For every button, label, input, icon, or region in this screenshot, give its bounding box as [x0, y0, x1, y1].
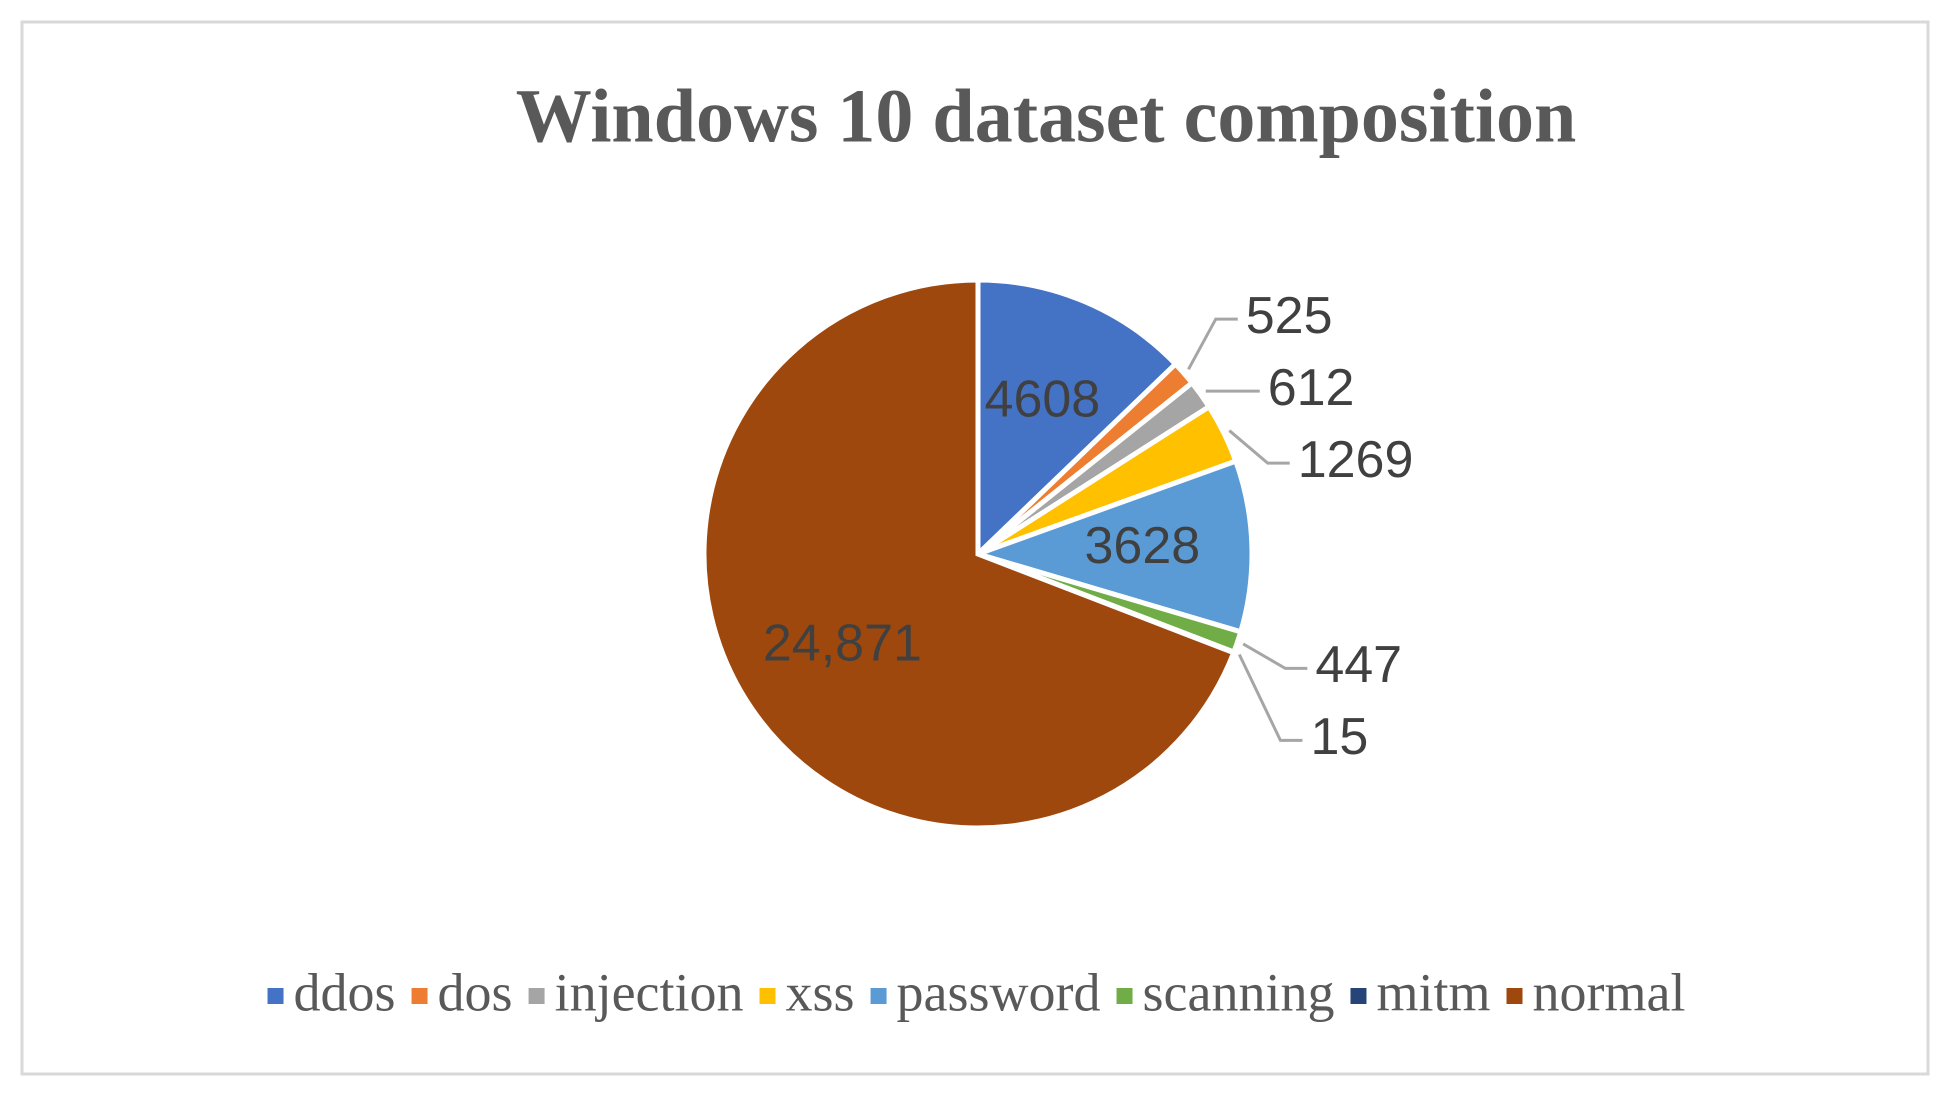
- legend-label: scanning: [1143, 962, 1335, 1022]
- legend-swatch: [411, 988, 428, 1004]
- leader-line: [1228, 429, 1290, 465]
- data-label: 1269: [1298, 431, 1414, 489]
- legend-swatch: [528, 988, 545, 1004]
- legend-label: ddos: [294, 962, 396, 1022]
- leader-line: [1237, 653, 1303, 742]
- legend-label: normal: [1533, 962, 1686, 1022]
- data-label: 447: [1315, 636, 1402, 694]
- legend-swatch: [267, 988, 284, 1004]
- legend-label: mitm: [1376, 962, 1490, 1022]
- leader-line: [1242, 642, 1308, 670]
- legend-label: dos: [438, 962, 513, 1022]
- legend-swatch: [759, 988, 776, 1004]
- legend-swatch: [1350, 988, 1367, 1004]
- legend-label: injection: [555, 962, 744, 1022]
- legend-label: xss: [786, 962, 855, 1022]
- legend-swatch: [1116, 988, 1133, 1004]
- data-label: 525: [1246, 287, 1333, 345]
- data-label: 3628: [1084, 517, 1200, 575]
- legend-label: password: [897, 962, 1101, 1022]
- legend-swatch: [870, 988, 887, 1004]
- pie-slice: [975, 277, 1180, 560]
- leader-line: [1187, 317, 1238, 371]
- data-label: 24,871: [763, 615, 922, 673]
- legend-swatch: [1506, 988, 1523, 1004]
- data-label: 4608: [985, 370, 1101, 428]
- data-label: 15: [1310, 708, 1368, 766]
- pie-slice: [969, 457, 1255, 635]
- data-label: 612: [1268, 359, 1355, 417]
- chart-title: Windows 10 dataset composition: [516, 74, 1577, 158]
- pie-slice: [701, 277, 1237, 831]
